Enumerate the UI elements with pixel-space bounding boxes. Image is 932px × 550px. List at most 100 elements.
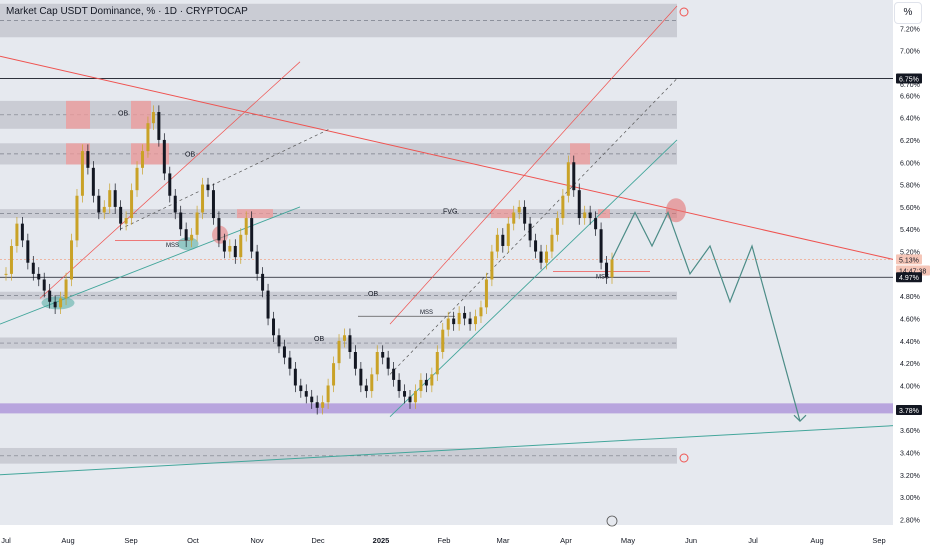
order-block-highlight xyxy=(66,143,90,165)
order-block-highlight xyxy=(598,209,610,219)
annotation-label: OB xyxy=(118,110,128,117)
candle-body xyxy=(321,402,325,408)
candle-body xyxy=(577,190,581,219)
candle-body xyxy=(413,391,417,403)
y-tick-label: 5.40% xyxy=(900,227,920,234)
candle-body xyxy=(326,385,330,403)
candle-body xyxy=(211,190,215,219)
candle-body xyxy=(48,290,52,302)
x-tick-label: Jul xyxy=(1,536,11,545)
order-block-highlight xyxy=(131,143,169,165)
order-block-highlight xyxy=(491,209,513,219)
percent-scale-button[interactable]: % xyxy=(894,2,922,24)
x-tick-label: May xyxy=(621,536,635,545)
ellipse-marker xyxy=(41,296,75,310)
annotation-label: OB xyxy=(185,152,195,159)
candle-body xyxy=(59,298,63,308)
candle-body xyxy=(419,379,423,392)
candle-body xyxy=(157,112,161,140)
x-tick-label: Apr xyxy=(560,536,572,545)
y-tick-label: 4.60% xyxy=(900,317,920,324)
candle-body xyxy=(75,195,79,241)
candle-body xyxy=(250,218,254,252)
x-tick-label: Sep xyxy=(872,536,885,545)
x-tick-label: 2025 xyxy=(373,536,390,545)
candle-body xyxy=(146,123,150,152)
plot-area xyxy=(0,0,893,525)
candle-body xyxy=(381,352,385,358)
annotation-label: MSS xyxy=(166,243,179,249)
candle-body xyxy=(4,273,8,275)
candle-body xyxy=(588,212,592,219)
price-tag-label: 4.97% xyxy=(899,275,919,282)
candle-body xyxy=(495,234,499,252)
x-tick-label: Nov xyxy=(250,536,264,545)
x-tick-label: Jun xyxy=(685,536,697,545)
candle-body xyxy=(217,218,221,241)
candle-body xyxy=(561,195,565,219)
candle-body xyxy=(337,340,341,364)
price-tag-label: 5.13% xyxy=(899,257,919,264)
candle-body xyxy=(272,318,276,336)
candle-body xyxy=(42,279,46,291)
candle-body xyxy=(310,396,314,403)
x-tick-label: Sep xyxy=(124,536,137,545)
candle-body xyxy=(244,218,248,235)
candle-body xyxy=(392,368,396,380)
price-tag xyxy=(896,405,922,416)
y-tick-label: 4.00% xyxy=(900,383,920,390)
candle-body xyxy=(523,206,527,224)
candle-body xyxy=(113,190,117,207)
candle-body xyxy=(239,234,243,258)
y-tick-label: 5.20% xyxy=(900,250,920,257)
y-tick-label: 4.40% xyxy=(900,339,920,346)
annotation-label: MSS xyxy=(420,310,433,316)
red-downtrend-line xyxy=(0,55,894,260)
candle-body xyxy=(452,318,456,325)
y-tick-label: 7.20% xyxy=(900,26,920,33)
y-tick-label: 6.20% xyxy=(900,138,920,145)
y-tick-label: 4.80% xyxy=(900,294,920,301)
candle-body xyxy=(397,379,401,392)
candle-body xyxy=(179,212,183,230)
annotation-label: OB xyxy=(314,336,324,343)
price-tag xyxy=(896,73,922,84)
candle-body xyxy=(594,218,598,230)
candle-body xyxy=(206,184,210,191)
candle-body xyxy=(599,229,603,263)
chart-title: Market Cap USDT Dominance, % · 1D · CRYP… xyxy=(6,6,248,17)
candle-body xyxy=(151,112,155,124)
candle-body xyxy=(370,374,374,392)
y-tick-label: 6.70% xyxy=(900,82,920,89)
refresh-icon xyxy=(679,453,689,463)
candle-body xyxy=(348,335,352,352)
candle-body xyxy=(288,357,292,369)
y-tick-label: 6.40% xyxy=(900,116,920,123)
candle-body xyxy=(124,218,128,224)
time-axis xyxy=(0,525,932,550)
candle-body xyxy=(261,273,265,291)
long-term-support-line xyxy=(0,425,894,476)
ellipse-marker xyxy=(177,237,199,251)
candle-body xyxy=(80,151,84,196)
refresh-icon xyxy=(679,7,689,17)
candle-body xyxy=(463,312,467,319)
candle-body xyxy=(190,234,194,241)
candle-body xyxy=(130,190,134,219)
annotation-label: OB xyxy=(368,291,378,298)
x-tick-label: Dec xyxy=(311,536,325,545)
order-block-highlight xyxy=(570,143,590,165)
candle-body xyxy=(484,279,488,308)
candle-body xyxy=(332,363,336,386)
purple-support-band xyxy=(0,403,893,414)
candle-body xyxy=(184,229,188,241)
candle-body xyxy=(408,396,412,403)
y-tick-label: 6.60% xyxy=(900,93,920,100)
price-tag-label: 14:47:38 xyxy=(899,269,926,276)
y-tick-label: 3.00% xyxy=(900,495,920,502)
candle-body xyxy=(342,335,346,341)
candle-body xyxy=(86,151,90,168)
x-tick-label: Oct xyxy=(187,536,200,545)
candle-body xyxy=(64,279,68,299)
